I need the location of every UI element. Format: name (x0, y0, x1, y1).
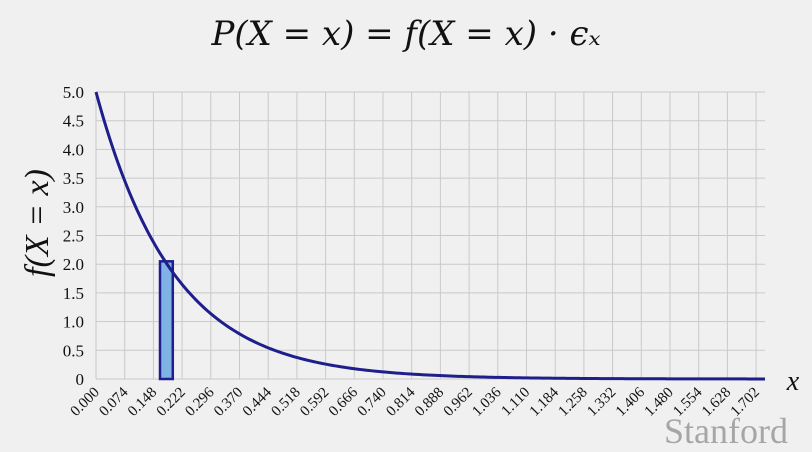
y-tick-label-7: 3.5 (63, 169, 84, 188)
x-tick-labels: 0.0000.0740.1480.2220.2960.3700.4440.518… (68, 384, 763, 420)
y-tick-label-3: 1.5 (63, 284, 84, 303)
x-tick-label-12: 0.888 (412, 385, 447, 420)
x-tick-label-2: 0.148 (125, 385, 160, 420)
x-tick-label-7: 0.518 (269, 385, 304, 420)
x-tick-label-1: 0.074 (96, 384, 132, 420)
slide: P(X = x) = f(X = x) · ϵₓ 0 0.5 1.0 1.5 2.0 2.… (19, 14, 800, 451)
x-tick-label-8: 0.592 (297, 385, 332, 420)
y-axis-label: f(X = x) (19, 169, 56, 277)
x-tick-label-0: 0.000 (68, 385, 103, 420)
y-tick-label-4: 2.0 (63, 255, 84, 274)
x-tick-label-3: 0.222 (154, 385, 189, 420)
x-tick-label-17: 1.258 (556, 385, 591, 420)
x-tick-label-11: 0.814 (383, 384, 419, 420)
y-tick-label-0: 0 (76, 370, 85, 389)
x-tick-label-14: 1.036 (469, 384, 505, 420)
highlight-bar (158, 260, 175, 381)
y-tick-labels: 0 0.5 1.0 1.5 2.0 2.5 3.0 3.5 4.0 4.5 5.0 (63, 83, 84, 389)
x-tick-label-13: 0.962 (441, 385, 476, 420)
slide-title: P(X = x) = f(X = x) · ϵₓ (211, 14, 601, 54)
x-tick-label-6: 0.444 (240, 384, 276, 420)
x-tick-label-19: 1.406 (613, 384, 649, 420)
x-axis-label: x (786, 366, 800, 397)
x-tick-label-16: 1.184 (527, 384, 563, 420)
y-tick-label-1: 0.5 (63, 341, 84, 360)
highlight-bar-layer (158, 260, 175, 381)
x-tick-label-10: 0.740 (355, 385, 390, 420)
x-tick-label-4: 0.296 (182, 384, 218, 420)
y-tick-label-8: 4.0 (63, 140, 84, 159)
y-tick-label-2: 1.0 (63, 313, 84, 332)
grid (95, 91, 765, 380)
x-tick-label-9: 0.666 (326, 384, 362, 420)
x-tick-label-15: 1.110 (499, 385, 534, 420)
y-tick-label-5: 2.5 (63, 227, 84, 246)
x-tick-label-18: 1.332 (584, 385, 619, 420)
y-tick-label-9: 4.5 (63, 112, 84, 131)
density-curve (94, 91, 765, 381)
stanford-watermark: Stanford (664, 411, 788, 451)
density-chart: 0 0.5 1.0 1.5 2.0 2.5 3.0 3.5 4.0 4.5 5.0 0.0000.0… (19, 83, 800, 420)
y-tick-label-6: 3.0 (63, 198, 84, 217)
x-tick-label-5: 0.370 (211, 385, 246, 420)
y-tick-label-10: 5.0 (63, 83, 84, 102)
